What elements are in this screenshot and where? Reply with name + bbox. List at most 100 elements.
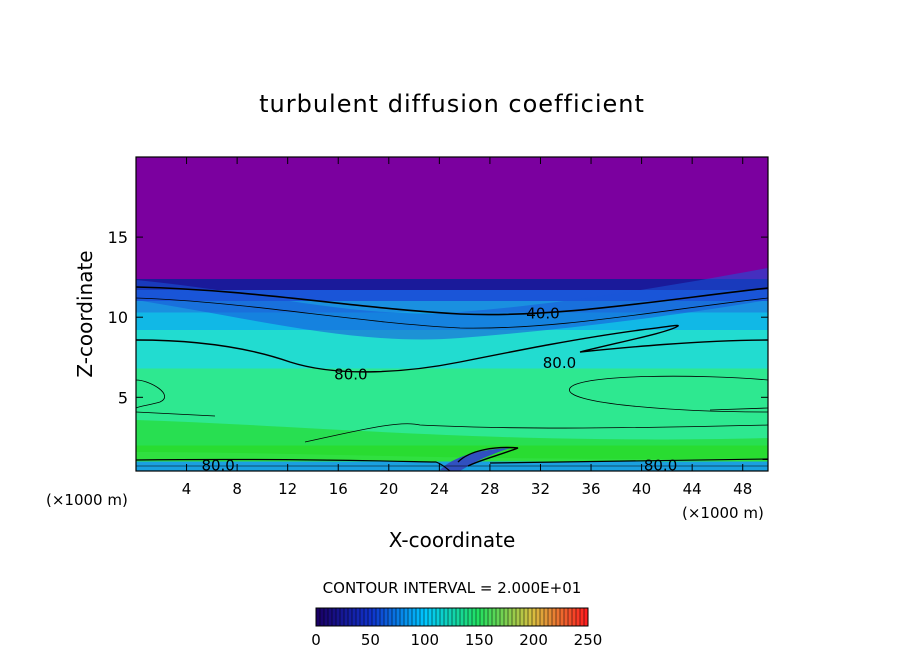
colorbar-frame xyxy=(315,607,589,627)
colorbar-swatch xyxy=(352,608,357,626)
colorbar-swatch xyxy=(576,608,581,626)
colorbar-tick-label: 250 xyxy=(574,631,603,649)
colorbar-tick-label: 50 xyxy=(361,631,380,649)
colorbar-swatch xyxy=(528,608,533,626)
contour-line-100-right xyxy=(569,375,768,413)
contour-label: 40.0 xyxy=(526,304,559,322)
contour-line-80-lower xyxy=(457,446,519,467)
colorbar-swatch xyxy=(456,608,461,626)
colorbar-swatch xyxy=(480,608,485,626)
y-axis-ticks: 5 10 15 xyxy=(108,228,768,407)
contour-label: 80.0 xyxy=(644,457,677,475)
contour-line-60 xyxy=(136,297,768,329)
colorbar xyxy=(315,607,589,627)
colorbar-swatch xyxy=(452,608,457,626)
contour-field: 40.0 80.0 80.0 80.0 80.0 xyxy=(136,157,768,475)
colorbar-swatch xyxy=(360,608,365,626)
x-unit-left: (×1000 m) xyxy=(46,491,128,509)
colorbar-swatch xyxy=(492,608,497,626)
y-tick-label: 10 xyxy=(108,308,128,327)
colorbar-swatch xyxy=(448,608,453,626)
contour-line-120-right xyxy=(709,407,768,411)
colorbar-ticks: 0 50 100 150 200 250 xyxy=(311,631,602,649)
colorbar-swatch xyxy=(540,608,545,626)
colorbar-swatch xyxy=(488,608,493,626)
colorbar-swatch xyxy=(388,608,393,626)
colorbar-swatch xyxy=(416,608,421,626)
x-tick-label: 16 xyxy=(329,480,348,498)
colorbar-swatch xyxy=(380,608,385,626)
x-tick-label: 44 xyxy=(683,480,702,498)
lower-blue-spot xyxy=(440,448,510,471)
colorbar-swatch xyxy=(476,608,481,626)
colorbar-swatch xyxy=(572,608,577,626)
colorbar-swatch xyxy=(524,608,529,626)
upper-blue-band xyxy=(136,268,768,340)
contour-label: 80.0 xyxy=(543,354,576,372)
colorbar-tick-label: 0 xyxy=(311,631,321,649)
colorbar-swatch xyxy=(580,608,585,626)
colorbar-swatch xyxy=(428,608,433,626)
colorbar-swatch xyxy=(484,608,489,626)
colorbar-swatch xyxy=(544,608,549,626)
colorbar-swatch xyxy=(316,608,321,626)
x-tick-label: 32 xyxy=(531,480,550,498)
colorbar-swatch xyxy=(504,608,509,626)
colorbar-swatch xyxy=(520,608,525,626)
colorbar-swatch xyxy=(440,608,445,626)
colorbar-swatch xyxy=(392,608,397,626)
colorbar-swatch xyxy=(356,608,361,626)
contour-label: 80.0 xyxy=(334,365,367,383)
colorbar-swatch xyxy=(556,608,561,626)
colorbar-swatch xyxy=(384,608,389,626)
x-tick-label: 48 xyxy=(733,480,752,498)
colorbar-swatch xyxy=(568,608,573,626)
colorbar-swatch xyxy=(372,608,377,626)
colorbar-swatch xyxy=(432,608,437,626)
x-tick-label: 4 xyxy=(182,480,192,498)
colorbar-swatch xyxy=(320,608,325,626)
x-tick-label: 20 xyxy=(379,480,398,498)
colorbar-swatch xyxy=(404,608,409,626)
plot-frame xyxy=(135,156,769,472)
x-axis-ticks: 4 8 12 16 20 24 28 32 36 40 44 48 xyxy=(182,157,752,498)
colorbar-swatch xyxy=(512,608,517,626)
colorbar-swatch xyxy=(376,608,381,626)
colorbar-swatch xyxy=(412,608,417,626)
x-tick-label: 8 xyxy=(232,480,242,498)
colorbar-swatch xyxy=(324,608,329,626)
colorbar-swatch xyxy=(460,608,465,626)
colorbar-swatch xyxy=(500,608,505,626)
colorbar-swatch xyxy=(344,608,349,626)
bright-green-band xyxy=(136,420,768,459)
colorbar-swatch xyxy=(560,608,565,626)
contour-labels: 40.0 80.0 80.0 80.0 80.0 xyxy=(201,304,677,475)
colorbar-swatch xyxy=(584,608,589,626)
x-tick-label: 12 xyxy=(278,480,297,498)
colorbar-swatch xyxy=(532,608,537,626)
colorbar-swatch xyxy=(332,608,337,626)
x-unit-right: (×1000 m) xyxy=(682,504,764,522)
x-tick-label: 28 xyxy=(480,480,499,498)
contour-line-80-bottom-left xyxy=(136,458,451,471)
contour-lines xyxy=(136,286,768,471)
contour-line-140 xyxy=(304,423,768,443)
colorbar-swatch xyxy=(496,608,501,626)
x-tick-label: 24 xyxy=(430,480,449,498)
x-tick-label: 40 xyxy=(632,480,651,498)
colorbar-swatch xyxy=(400,608,405,626)
colorbar-swatch xyxy=(436,608,441,626)
contour-line-100-left xyxy=(136,379,165,409)
contour-line-40 xyxy=(136,286,768,316)
colorbar-swatch xyxy=(444,608,449,626)
colorbar-swatch xyxy=(336,608,341,626)
colorbar-swatch xyxy=(420,608,425,626)
colorbar-swatch xyxy=(368,608,373,626)
chart-title: turbulent diffusion coefficient xyxy=(259,90,645,118)
colorbar-swatch xyxy=(552,608,557,626)
colorbar-swatch xyxy=(396,608,401,626)
colorbar-swatch xyxy=(468,608,473,626)
x-tick-label: 36 xyxy=(581,480,600,498)
colorbar-swatch xyxy=(472,608,477,626)
